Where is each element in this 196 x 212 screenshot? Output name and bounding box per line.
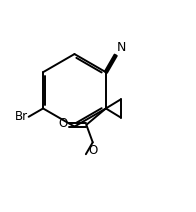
Text: O: O bbox=[88, 144, 97, 157]
Text: N: N bbox=[117, 41, 126, 54]
Text: O: O bbox=[58, 117, 67, 130]
Text: Br: Br bbox=[15, 110, 28, 123]
